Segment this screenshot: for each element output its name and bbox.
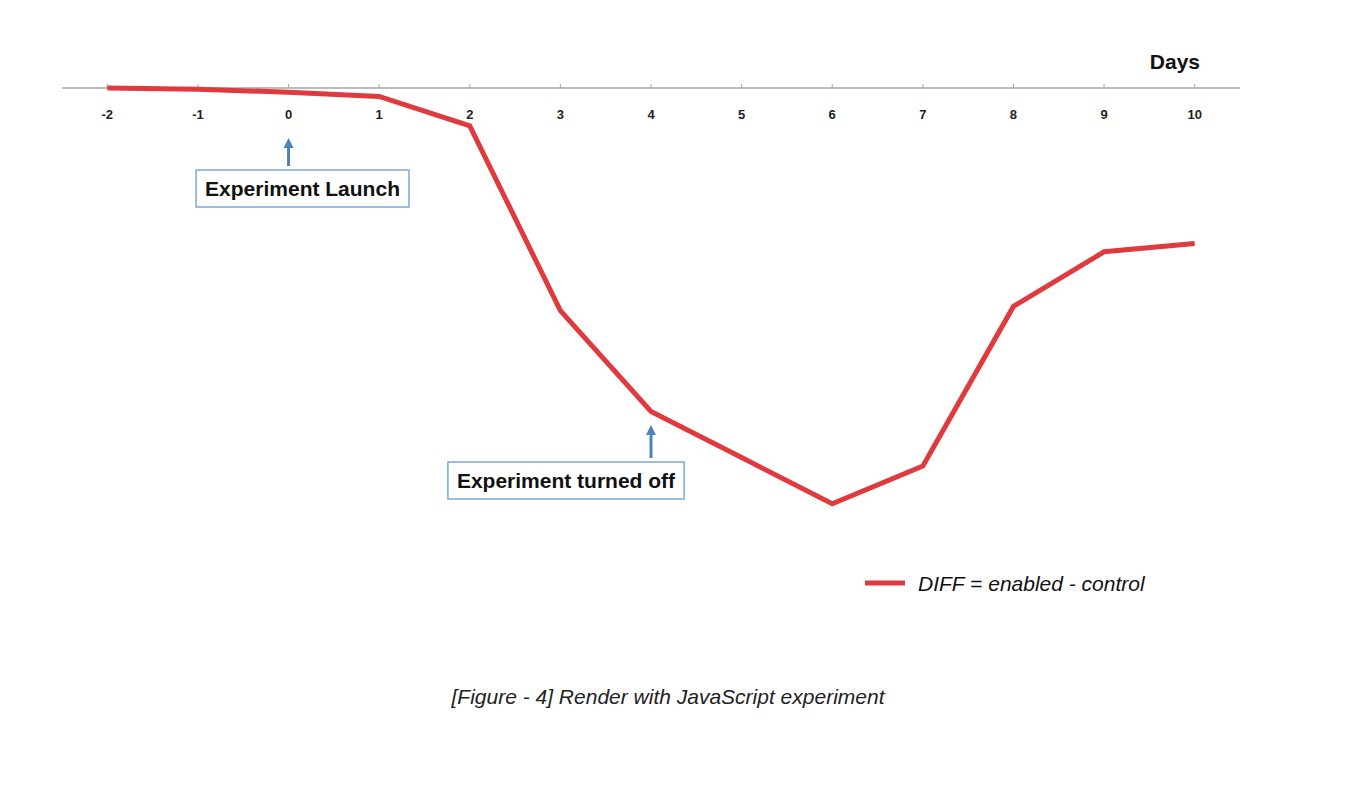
x-tick	[1104, 84, 1105, 88]
plot-area	[107, 88, 1194, 504]
x-tick-label: 9	[1100, 107, 1107, 122]
x-tick-label: 1	[376, 107, 383, 122]
x-tick	[288, 84, 289, 88]
x-tick-label: 6	[829, 107, 836, 122]
x-tick	[560, 84, 561, 88]
x-axis-label: Days	[1150, 50, 1200, 73]
chart: -2 -1 0 1 2 3 4 5 6 7 8 9 10 Days Experiment Launch Exp…	[0, 0, 1360, 789]
legend-item: DIFF = enabled - control	[865, 572, 1146, 595]
x-tick	[832, 84, 833, 88]
chart-title: [Figure - 4] Render with JavaScript expe…	[450, 685, 885, 708]
annotation-box	[196, 170, 409, 207]
x-tick	[741, 84, 742, 88]
x-tick-label: 0	[285, 107, 292, 122]
annotation-arrow	[650, 430, 653, 458]
x-tick	[469, 84, 470, 88]
series-line	[107, 88, 1194, 504]
x-tick	[1194, 84, 1195, 88]
x-tick	[922, 84, 923, 88]
annotation-text: Experiment Launch	[205, 177, 400, 200]
annotation: Experiment Launch	[196, 170, 409, 207]
annotation: Experiment turned off	[448, 462, 684, 499]
x-tick-label: 3	[557, 107, 564, 122]
x-tick-label: 7	[919, 107, 926, 122]
x-tick-label: 8	[1010, 107, 1017, 122]
x-tick	[1013, 84, 1014, 88]
annotation-box	[448, 462, 684, 499]
x-tick-label: -2	[102, 107, 114, 122]
legend-label: DIFF = enabled - control	[918, 572, 1146, 595]
x-tick-label: 5	[738, 107, 745, 122]
annotation-arrow	[287, 143, 290, 166]
x-tick	[651, 84, 652, 88]
annotation-text: Experiment turned off	[457, 469, 676, 492]
x-tick-label: 10	[1187, 107, 1201, 122]
x-tick-label: 2	[466, 107, 473, 122]
x-tick-label: -1	[192, 107, 204, 122]
legend-swatch	[865, 581, 905, 586]
x-tick-label: 4	[647, 107, 655, 122]
x-tick	[379, 84, 380, 88]
